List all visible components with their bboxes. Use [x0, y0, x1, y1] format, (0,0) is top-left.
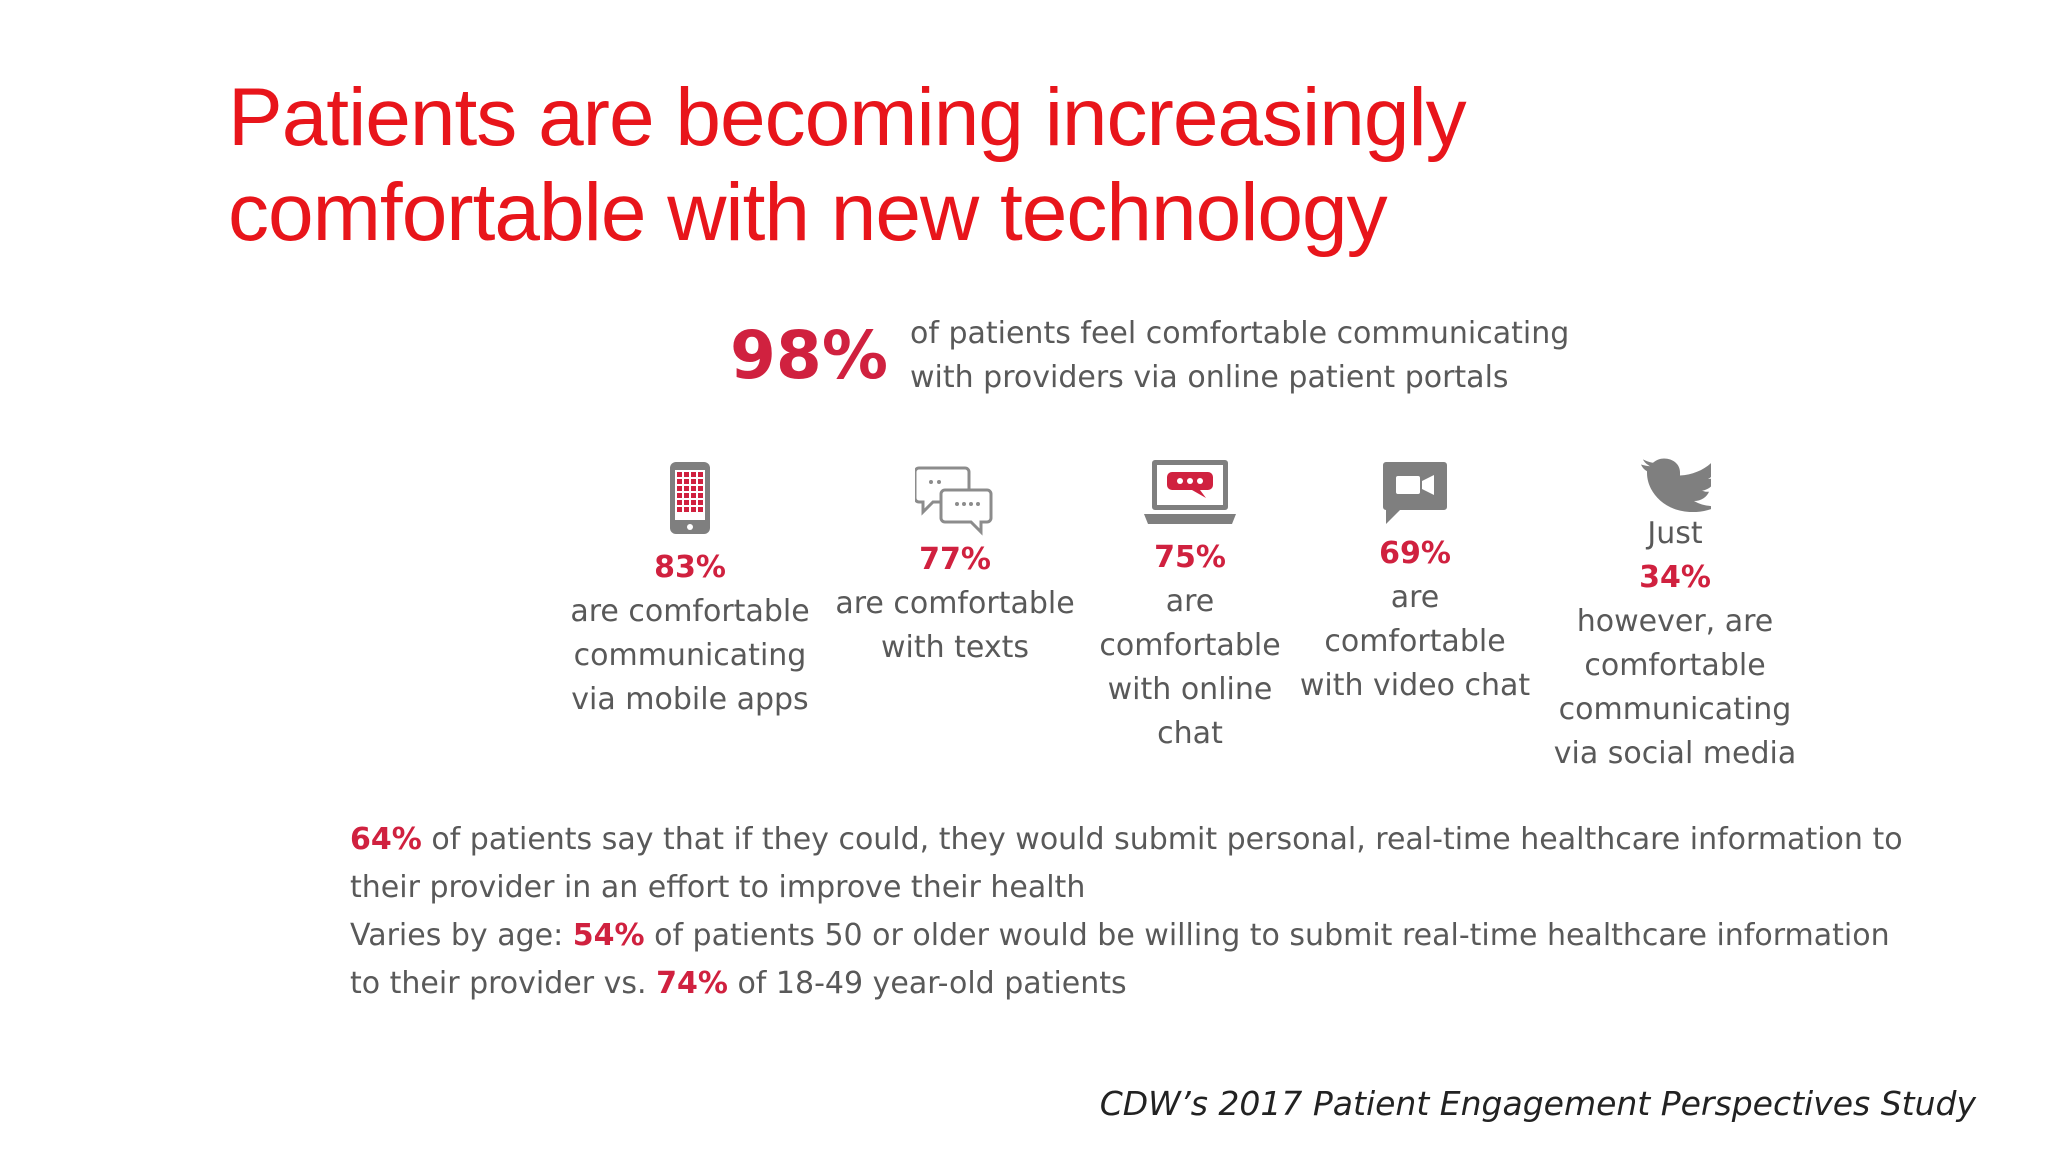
stat-texts: 77% are comfortable with texts [825, 464, 1085, 670]
stat-line: comfortable [1324, 624, 1506, 659]
stat-percent: 69% [1379, 536, 1451, 571]
stat-percent: 83% [654, 550, 726, 585]
stat-line: chat [1157, 716, 1223, 751]
stat-line: via social media [1553, 736, 1797, 771]
finding-text: of patients say that if they could, they… [421, 822, 1903, 857]
stat-video-chat: 69% are comfortable with video chat [1295, 460, 1535, 708]
finding-text: of patients 50 or older would be willing… [644, 918, 1890, 953]
finding-text: to their provider vs. [350, 966, 657, 1001]
stat-prefix: Just [1647, 516, 1703, 551]
stat-social-media: Just 34% however, are comfortable commun… [1545, 456, 1805, 776]
stat-line: are comfortable [835, 586, 1075, 621]
stat-line: with texts [880, 630, 1030, 665]
stat-mobile-apps: 83% are comfortable communicating via mo… [545, 460, 835, 722]
hero-percent: 98% [730, 317, 888, 394]
title-line-1: Patients are becoming increasingly [228, 72, 1467, 163]
stat-percent: 77% [919, 542, 991, 577]
stat-line: however, are [1576, 604, 1774, 639]
stat-line: comfortable [1584, 648, 1766, 683]
stat-line: are comfortable [570, 594, 810, 629]
hero-text-line-1: of patients feel comfortable communicati… [910, 316, 1570, 351]
finding-realtime-info: 64% of patients say that if they could, … [350, 816, 1910, 912]
bird-icon [1641, 458, 1711, 512]
stat-percent: 75% [1154, 540, 1226, 575]
stat-line: with online [1107, 672, 1273, 707]
finding-percent: 74% [656, 966, 728, 1001]
stat-line: communicating [573, 638, 807, 673]
finding-age-variation: Varies by age: 54% of patients 50 or old… [350, 912, 1910, 1008]
stat-line: with video chat [1299, 668, 1531, 703]
hero-stat: 98% of patients feel comfortable communi… [730, 312, 1630, 412]
slide-title: Patients are becoming increasingly comfo… [228, 70, 1728, 260]
bottom-findings: 64% of patients say that if they could, … [350, 816, 1910, 1008]
stat-line: communicating [1558, 692, 1792, 727]
stat-line: are [1390, 580, 1440, 615]
stat-line: comfortable [1099, 628, 1281, 663]
finding-percent: 54% [572, 918, 645, 953]
video-chat-icon [1383, 462, 1447, 524]
stat-percent: 34% [1639, 560, 1711, 595]
finding-text: of 18-49 year-old patients [727, 966, 1127, 1001]
stat-line: via mobile apps [571, 682, 809, 717]
mobile-phone-icon [670, 462, 710, 534]
stat-line: are [1165, 584, 1215, 619]
finding-percent: 64% [350, 822, 422, 857]
laptop-chat-icon [1144, 460, 1236, 524]
finding-text: their provider in an effort to improve t… [350, 870, 1086, 905]
title-line-2: comfortable with new technology [228, 167, 1388, 258]
hero-text-line-2: with providers via online patient portal… [910, 360, 1509, 395]
source-citation: CDW’s 2017 Patient Engagement Perspectiv… [1099, 1084, 1976, 1123]
stat-online-chat: 75% are comfortable with online chat [1080, 458, 1300, 756]
hero-description: of patients feel comfortable communicati… [910, 312, 1610, 400]
speech-bubbles-icon [915, 466, 993, 536]
finding-lead: Varies by age: [350, 918, 573, 953]
